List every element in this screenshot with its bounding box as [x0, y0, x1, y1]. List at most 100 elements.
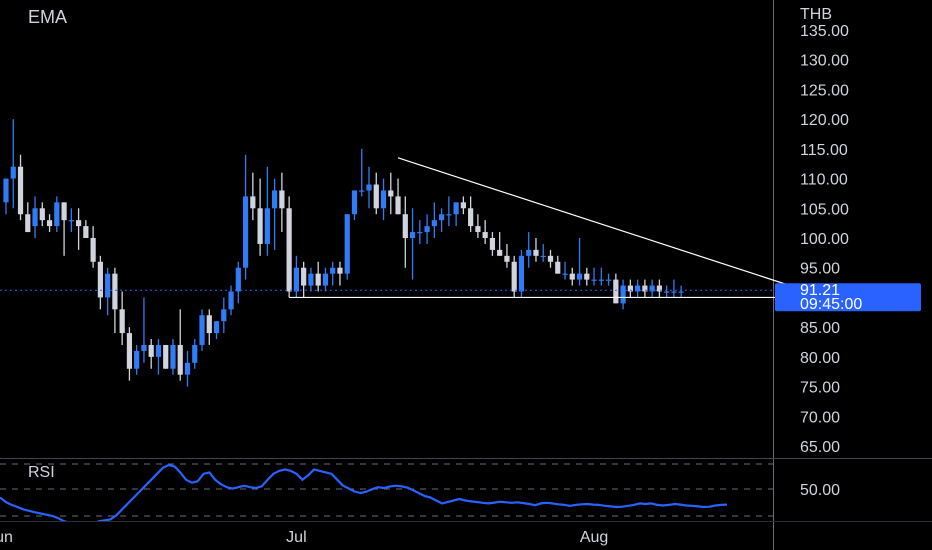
candle-body-down	[656, 285, 662, 292]
candle-body-up	[664, 291, 670, 293]
time-axis-label: Jul	[286, 529, 306, 546]
price-tick-label: 130.00	[800, 53, 849, 70]
candle-body-up	[32, 208, 38, 227]
candle-body-up	[155, 344, 162, 357]
candle-body-up	[170, 344, 176, 369]
price-tick-label: 135.00	[800, 23, 849, 40]
candle-body-down	[315, 273, 321, 286]
time-axis-label: Aug	[580, 529, 608, 546]
candle-body-down	[257, 208, 263, 244]
candlestick-series	[3, 119, 684, 387]
candle-body-up	[235, 267, 241, 292]
candle-body-up	[526, 249, 532, 256]
candle-body-up	[3, 178, 9, 203]
last-price-tag: 91.21 09:45:00	[775, 282, 921, 313]
candle-body-down	[279, 190, 285, 209]
candle-body-down	[547, 255, 554, 262]
candle-body-down	[482, 232, 488, 238]
candle-body-up	[264, 208, 270, 244]
candle-body-down	[126, 333, 133, 369]
candle-body-down	[90, 238, 96, 262]
candle-body-up	[242, 196, 249, 268]
rsi-label[interactable]: RSI	[28, 464, 55, 481]
candle-body-down	[250, 196, 256, 209]
candle-body-down	[119, 309, 125, 334]
candle-body-up	[184, 362, 191, 375]
candle-body-up	[359, 190, 365, 192]
candle-body-up	[308, 273, 314, 286]
candle-body-down	[402, 214, 408, 238]
candle-body-down	[61, 202, 67, 221]
candle-body-down	[388, 190, 394, 197]
last-price-value: 91.21	[800, 282, 840, 299]
time-axis[interactable]: Jun Jul Aug	[0, 521, 932, 550]
price-tick-label: 115.00	[800, 142, 848, 159]
rsi-level-label: 50.00	[800, 482, 840, 499]
currency-label: THB	[800, 6, 832, 23]
price-tick-label: 80.00	[800, 350, 840, 367]
candle-body-down	[25, 214, 31, 233]
candle-body-up	[424, 226, 430, 233]
candle-body-down	[46, 220, 53, 227]
time-axis-background	[0, 521, 773, 550]
candle-body-down	[642, 285, 648, 292]
candle-body-up	[635, 285, 641, 292]
candle-body-down	[373, 184, 379, 209]
candle-body-down	[504, 255, 510, 262]
price-tick-label: 85.00	[800, 320, 840, 337]
candle-body-down	[584, 273, 590, 280]
candle-body-down	[301, 267, 307, 286]
rsi-line	[0, 463, 728, 527]
candle-body-down	[39, 208, 45, 221]
candle-body-up	[591, 279, 597, 281]
price-tick-label: 120.00	[800, 112, 849, 129]
price-tick-label: 125.00	[800, 82, 849, 99]
drawing-layer[interactable]	[289, 157, 827, 299]
triangle-upper-trendline[interactable]	[397, 157, 827, 298]
candle-body-up	[192, 344, 198, 363]
candle-body-up	[105, 273, 111, 298]
candle-body-up	[366, 184, 372, 191]
candle-body-up	[272, 190, 278, 209]
candle-body-up	[199, 315, 205, 345]
price-tick-label: 65.00	[800, 439, 840, 456]
candle-body-up	[446, 214, 452, 216]
rsi-pane: RSI 50.00	[0, 463, 840, 527]
candle-body-up	[141, 344, 147, 351]
candle-body-up	[134, 350, 140, 369]
candle-body-up	[293, 267, 299, 292]
candle-body-down	[627, 285, 633, 292]
candle-body-down	[475, 226, 481, 233]
candle-body-down	[76, 220, 82, 227]
candle-body-down	[177, 344, 183, 375]
candle-body-down	[613, 279, 619, 304]
candle-body-up	[409, 232, 416, 238]
candle-body-down	[497, 249, 503, 256]
last-price-tag-background	[775, 283, 921, 312]
candle-body-up	[518, 255, 525, 292]
candle-body-up	[213, 321, 220, 334]
indicator-label-ema[interactable]: EMA	[28, 7, 67, 27]
candle-body-up	[344, 214, 350, 274]
candle-body-down	[163, 344, 169, 369]
price-tick-label: 100.00	[800, 231, 849, 248]
candle-body-down	[468, 208, 474, 227]
candle-body-down	[286, 208, 292, 292]
candle-body-up	[330, 267, 336, 274]
candle-body-up	[380, 190, 387, 209]
candle-body-up	[68, 220, 74, 222]
candle-body-down	[17, 166, 24, 215]
price-tick-label: 75.00	[800, 380, 840, 397]
candle-body-up	[453, 202, 459, 215]
candle-body-up	[605, 279, 612, 281]
candle-body-up	[540, 255, 546, 258]
candle-body-up	[620, 285, 626, 304]
candle-body-up	[576, 273, 583, 280]
time-axis-label: Jun	[0, 529, 13, 546]
candle-body-down	[511, 261, 517, 292]
price-tick-label: 95.00	[800, 261, 840, 278]
candle-body-up	[417, 232, 423, 234]
candle-body-down	[555, 261, 561, 274]
